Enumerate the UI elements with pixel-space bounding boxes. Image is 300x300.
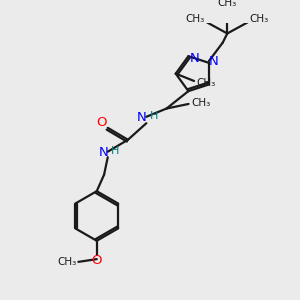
Text: CH₃: CH₃ [58, 257, 77, 267]
Text: CH₃: CH₃ [250, 14, 269, 24]
Text: CH₃: CH₃ [191, 98, 210, 108]
Text: N: N [98, 146, 108, 159]
Text: CH₃: CH₃ [196, 78, 216, 88]
Text: H: H [111, 146, 119, 156]
Text: CH₃: CH₃ [218, 0, 237, 8]
Text: O: O [96, 116, 106, 129]
Text: CH₃: CH₃ [185, 14, 205, 24]
Text: H: H [149, 111, 158, 121]
Text: N: N [208, 55, 218, 68]
Text: N: N [137, 111, 147, 124]
Text: O: O [92, 254, 102, 266]
Text: N: N [190, 52, 200, 64]
